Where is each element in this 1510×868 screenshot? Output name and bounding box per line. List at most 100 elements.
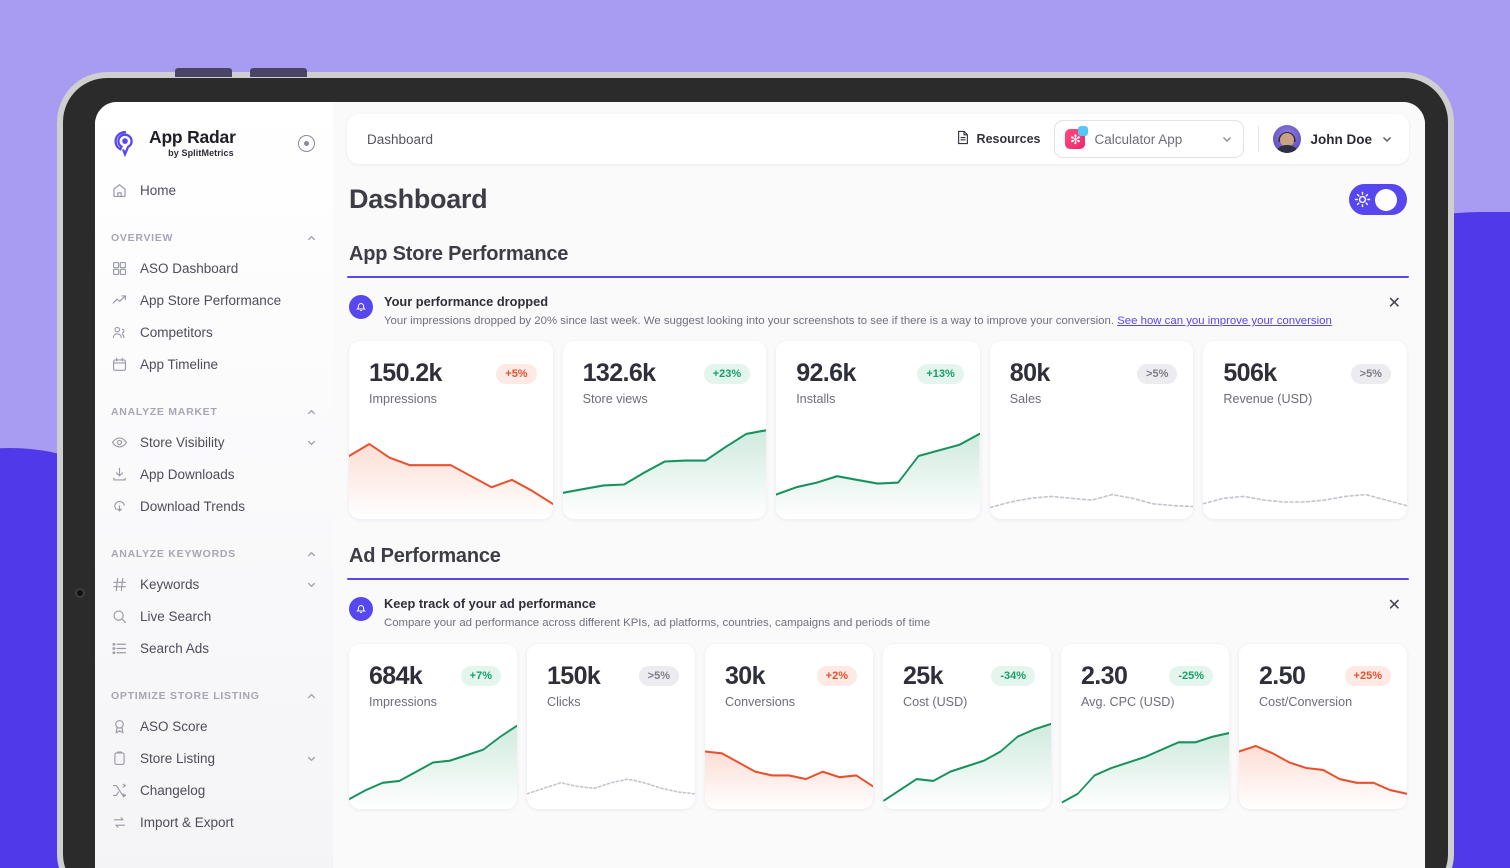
chevron-down-icon[interactable] <box>306 579 317 590</box>
sidebar-item-competitors[interactable]: Competitors <box>95 316 333 348</box>
sidebar-item-label: Keywords <box>140 576 200 592</box>
chevron-down-icon[interactable] <box>306 753 317 764</box>
sidebar-item-aso-score[interactable]: ASO Score <box>95 710 333 742</box>
kpi-value: 2.50 <box>1259 661 1306 690</box>
sidebar-item-aso-dashboard[interactable]: ASO Dashboard <box>95 252 333 284</box>
sidebar-group-label: OPTIMIZE STORE LISTING <box>111 690 260 702</box>
chevron-up-icon[interactable] <box>306 233 317 244</box>
section-title-ad-performance: Ad Performance <box>349 545 501 568</box>
resources-label: Resources <box>976 132 1041 146</box>
kpi-delta-badge: +25% <box>1344 666 1391 687</box>
resources-button[interactable]: Resources <box>956 130 1041 148</box>
kpi-card[interactable]: 30k +2% Conversions <box>705 643 873 809</box>
users-icon <box>111 324 128 341</box>
kpi-card-head: 80k >5% <box>990 341 1194 388</box>
sidebar-item-app-downloads[interactable]: App Downloads <box>95 458 333 490</box>
chevron-up-icon[interactable] <box>306 691 317 702</box>
sidebar-item-label: Store Visibility <box>140 434 225 450</box>
kpi-sparkline <box>1203 409 1407 519</box>
kpi-card-head: 684k +7% <box>349 644 517 691</box>
kpi-label: Avg. CPC (USD) <box>1081 694 1175 709</box>
bell-icon <box>349 295 373 319</box>
brand-header: App Radar by SplitMetrics <box>95 120 333 166</box>
sidebar-item-keywords[interactable]: Keywords <box>95 568 333 600</box>
close-icon[interactable]: ✕ <box>1387 295 1401 312</box>
chevron-down-icon <box>1221 133 1233 145</box>
sun-icon <box>1354 191 1371 208</box>
volume-down-button[interactable] <box>250 68 307 77</box>
kpi-card-head: 150k >5% <box>527 644 695 691</box>
sidebar-item-import-export[interactable]: Import & Export <box>95 806 333 838</box>
kpi-sparkline <box>705 699 873 809</box>
sidebar-group-analyze-keywords[interactable]: ANALYZE KEYWORDS <box>95 540 333 568</box>
sidebar: App Radar by SplitMetrics Home OVERVIEW A… <box>95 102 333 868</box>
kpi-sparkline <box>349 699 517 809</box>
sidebar-item-store-visibility[interactable]: Store Visibility <box>95 426 333 458</box>
sidebar-item-changelog[interactable]: Changelog <box>95 774 333 806</box>
calendar-icon <box>111 356 128 373</box>
kpi-sparkline <box>527 699 695 809</box>
banner-description: Your impressions dropped by 20% since la… <box>384 315 1115 327</box>
volume-up-button[interactable] <box>175 68 232 77</box>
trending-up-icon <box>111 292 128 309</box>
kpi-sparkline <box>562 409 767 520</box>
page-header: Dashboard <box>347 184 1409 215</box>
kpi-card-head: 2.50 +25% <box>1239 644 1407 691</box>
kpi-card[interactable]: 150.2k +5% Impressions <box>349 341 553 520</box>
download-icon <box>111 466 128 483</box>
sidebar-group-label: ANALYZE MARKET <box>111 406 218 418</box>
topbar: Dashboard Resources ✻ Calculat <box>347 114 1409 164</box>
sidebar-item-label: Competitors <box>140 324 213 340</box>
breadcrumb[interactable]: Dashboard <box>367 131 434 147</box>
sidebar-item-download-trends[interactable]: Download Trends <box>95 490 333 522</box>
kpi-delta-badge: +23% <box>703 363 751 384</box>
theme-toggle[interactable] <box>1349 184 1407 215</box>
section-title-app-store-performance: App Store Performance <box>349 243 569 265</box>
document-icon <box>956 130 970 148</box>
main-content: Dashboard Resources ✻ Calculat <box>333 102 1425 868</box>
sidebar-group-overview[interactable]: OVERVIEW <box>95 224 333 252</box>
kpi-label: Conversions <box>725 694 795 709</box>
sidebar-item-store-listing[interactable]: Store Listing <box>95 742 333 774</box>
kpi-delta-badge: -25% <box>1169 666 1213 687</box>
sidebar-group-optimize-store-listing[interactable]: OPTIMIZE STORE LISTING <box>95 682 333 710</box>
kpi-value: 150k <box>547 661 601 690</box>
banner-body: Keep track of your ad performance Compar… <box>384 596 1371 631</box>
sidebar-item-app-timeline[interactable]: App Timeline <box>95 348 333 380</box>
brand-name: App Radar <box>149 126 236 147</box>
kpi-card[interactable]: 506k >5% Revenue (USD) <box>1203 341 1407 520</box>
kpi-delta-badge: >5% <box>1350 363 1391 384</box>
kpi-card[interactable]: 150k >5% Clicks <box>527 643 695 809</box>
banner-link[interactable]: See how can you improve your conversion <box>1117 315 1332 327</box>
sidebar-collapse-icon[interactable] <box>298 134 315 152</box>
kpi-sparkline <box>349 409 553 520</box>
sidebar-item-label: App Timeline <box>140 356 219 372</box>
chevron-down-icon[interactable] <box>306 437 317 448</box>
kpi-card[interactable]: 2.30 -25% Avg. CPC (USD) <box>1061 643 1229 809</box>
kpi-sparkline <box>776 409 980 520</box>
sidebar-item-home[interactable]: Home <box>95 174 333 206</box>
chevron-up-icon[interactable] <box>306 407 317 418</box>
kpi-card-head: 25k -34% <box>883 644 1051 691</box>
user-menu[interactable]: John Doe <box>1273 125 1393 153</box>
sidebar-item-app-store-performance[interactable]: App Store Performance <box>95 284 333 316</box>
kpi-card[interactable]: 132.6k +23% Store views <box>562 341 767 520</box>
close-icon[interactable]: ✕ <box>1387 597 1401 615</box>
app-selector[interactable]: ✻ Calculator App <box>1054 120 1245 158</box>
sidebar-item-search-ads[interactable]: Search Ads <box>95 632 333 664</box>
kpi-card[interactable]: 684k +7% Impressions <box>349 643 517 809</box>
kpi-card[interactable]: 92.6k +13% Installs <box>776 341 980 520</box>
sidebar-group-analyze-market[interactable]: ANALYZE MARKET <box>95 398 333 426</box>
sidebar-item-live-search[interactable]: Live Search <box>95 600 333 632</box>
kpi-card[interactable]: 80k >5% Sales <box>989 341 1194 520</box>
kpi-card[interactable]: 2.50 +25% Cost/Conversion <box>1239 643 1407 809</box>
chevron-up-icon[interactable] <box>306 549 317 560</box>
kpi-card[interactable]: 25k -34% Cost (USD) <box>883 643 1051 809</box>
kpi-card-row-app-store: 150.2k +5% Impressions 132.6k +23% Store view… <box>347 341 1409 520</box>
kpi-card-head: 132.6k +23% <box>563 341 767 388</box>
sidebar-item-label: Search Ads <box>140 640 210 656</box>
section-rule <box>347 578 1409 581</box>
search-icon <box>111 608 128 625</box>
sidebar-group-label: OVERVIEW <box>111 232 174 244</box>
kpi-label: Cost/Conversion <box>1259 694 1353 709</box>
